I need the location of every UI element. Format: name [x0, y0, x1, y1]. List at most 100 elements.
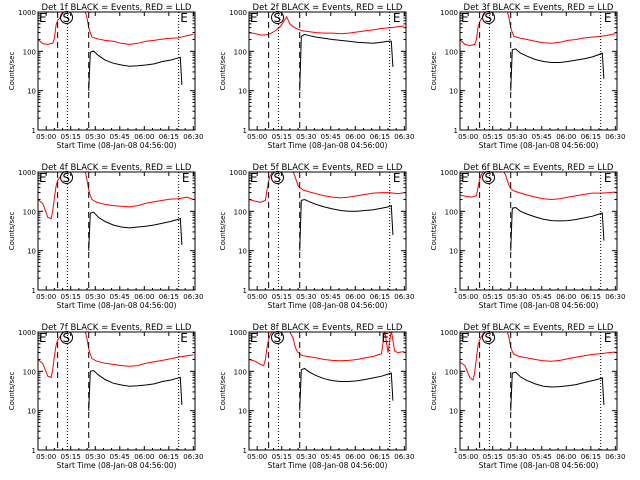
- event-marker-label: S: [274, 171, 282, 185]
- x-tick-label: 05:45: [110, 453, 130, 461]
- x-tick-label: 05:15: [61, 133, 81, 141]
- x-tick-label: 05:00: [247, 293, 267, 301]
- x-tick-label: 05:45: [532, 133, 552, 141]
- series-line-lld: [38, 332, 194, 379]
- y-axis-label: Counts/sec: [8, 372, 16, 411]
- y-axis-label: Counts/sec: [8, 212, 16, 251]
- x-tick-label: 05:00: [36, 293, 56, 301]
- series-line-lld: [460, 12, 616, 47]
- event-marker-label: E: [182, 171, 190, 185]
- y-tick-label: 1: [32, 447, 36, 455]
- y-tick-label: 100: [445, 48, 458, 56]
- event-marker-label: E: [393, 171, 401, 185]
- x-tick-label: 05:00: [36, 453, 56, 461]
- y-tick-label: 10: [449, 88, 458, 96]
- event-marker-label: E: [250, 11, 258, 25]
- x-tick-label: 06:15: [581, 453, 601, 461]
- x-tick-label: 05:45: [110, 133, 130, 141]
- y-tick-label: 1000: [440, 169, 458, 177]
- y-tick-label: 1: [454, 447, 458, 455]
- x-tick-label: 06:00: [134, 293, 154, 301]
- y-axis-label: Counts/sec: [430, 52, 438, 91]
- series-group: [249, 15, 405, 91]
- series-line-events: [88, 369, 183, 411]
- chart-title: Det 5f BLACK = Events, RED = LLD: [253, 163, 403, 173]
- x-tick-label: 06:30: [605, 453, 625, 461]
- y-axis-label: Counts/sec: [219, 372, 227, 411]
- x-tick-label: 05:15: [483, 293, 503, 301]
- y-tick-label: 100: [23, 48, 36, 56]
- series-group: [460, 172, 616, 251]
- x-tick-label: 06:00: [345, 133, 365, 141]
- x-tick-label: 05:30: [85, 453, 105, 461]
- x-axis-label: Start Time (08-Jan-08 04:56:00): [479, 141, 599, 150]
- series-line-lld: [249, 332, 405, 367]
- x-tick-label: 06:30: [394, 293, 414, 301]
- chart-title: Det 3f BLACK = Events, RED = LLD: [464, 3, 614, 13]
- series-line-events: [88, 211, 183, 251]
- chart-title: Det 4f BLACK = Events, RED = LLD: [42, 163, 192, 173]
- x-tick-label: 06:00: [134, 133, 154, 141]
- x-tick-label: 06:00: [134, 453, 154, 461]
- x-axis-label: Start Time (08-Jan-08 04:56:00): [268, 141, 388, 150]
- y-tick-label: 100: [445, 208, 458, 216]
- chart-title: Det 6f BLACK = Events, RED = LLD: [464, 163, 614, 173]
- x-axis-label: Start Time (08-Jan-08 04:56:00): [268, 301, 388, 310]
- y-tick-label: 1: [32, 287, 36, 295]
- x-tick-label: 05:45: [321, 453, 341, 461]
- series-line-lld: [249, 172, 405, 203]
- event-marker-label: E: [381, 331, 389, 345]
- series-group: [460, 12, 616, 91]
- x-axis-label: Start Time (08-Jan-08 04:56:00): [479, 301, 599, 310]
- y-tick-label: 100: [23, 368, 36, 376]
- x-tick-label: 06:00: [556, 453, 576, 461]
- x-axis-label: Start Time (08-Jan-08 04:56:00): [268, 461, 388, 470]
- plot-frame: [37, 331, 196, 451]
- y-tick-label: 1: [243, 287, 247, 295]
- x-tick-label: 06:15: [159, 453, 179, 461]
- x-tick-label: 06:30: [394, 453, 414, 461]
- series-line-events: [510, 371, 605, 411]
- y-tick-label: 1000: [229, 9, 247, 17]
- series-line-lld: [38, 12, 194, 45]
- x-tick-label: 06:30: [183, 293, 203, 301]
- event-marker-label: S: [274, 11, 282, 25]
- chart-title: Det 1f BLACK = Events, RED = LLD: [42, 3, 192, 13]
- x-tick-label: 05:15: [272, 133, 292, 141]
- series-line-events: [88, 50, 183, 91]
- x-tick-label: 05:45: [532, 293, 552, 301]
- series-line-events: [299, 367, 394, 411]
- chart-title: Det 9f BLACK = Events, RED = LLD: [464, 323, 614, 333]
- y-tick-label: 1: [454, 287, 458, 295]
- x-tick-label: 05:00: [458, 453, 478, 461]
- event-marker-label: E: [604, 11, 612, 25]
- x-tick-label: 05:45: [321, 133, 341, 141]
- x-tick-label: 06:00: [345, 293, 365, 301]
- series-line-lld: [460, 332, 616, 382]
- x-tick-label: 06:15: [370, 133, 390, 141]
- x-tick-label: 05:00: [247, 453, 267, 461]
- plot-frame: [37, 11, 196, 131]
- event-marker-label: E: [39, 171, 47, 185]
- series-line-events: [299, 33, 394, 91]
- x-tick-label: 06:15: [370, 453, 390, 461]
- y-tick-label: 1000: [440, 9, 458, 17]
- x-tick-label: 05:30: [507, 453, 527, 461]
- series-group: [249, 172, 405, 251]
- chart-title: Det 2f BLACK = Events, RED = LLD: [253, 3, 403, 13]
- y-tick-label: 10: [449, 248, 458, 256]
- event-marker-label: E: [250, 331, 258, 345]
- x-tick-label: 05:00: [36, 133, 56, 141]
- y-tick-label: 1000: [18, 9, 36, 17]
- y-axis-label: Counts/sec: [430, 372, 438, 411]
- event-marker-label: E: [39, 11, 47, 25]
- y-tick-label: 1: [32, 127, 36, 135]
- x-tick-label: 05:30: [296, 453, 316, 461]
- x-tick-label: 05:15: [61, 293, 81, 301]
- y-axis-label: Counts/sec: [219, 212, 227, 251]
- y-tick-label: 10: [238, 88, 247, 96]
- event-marker-label: E: [180, 331, 188, 345]
- event-marker-label: S: [485, 171, 493, 185]
